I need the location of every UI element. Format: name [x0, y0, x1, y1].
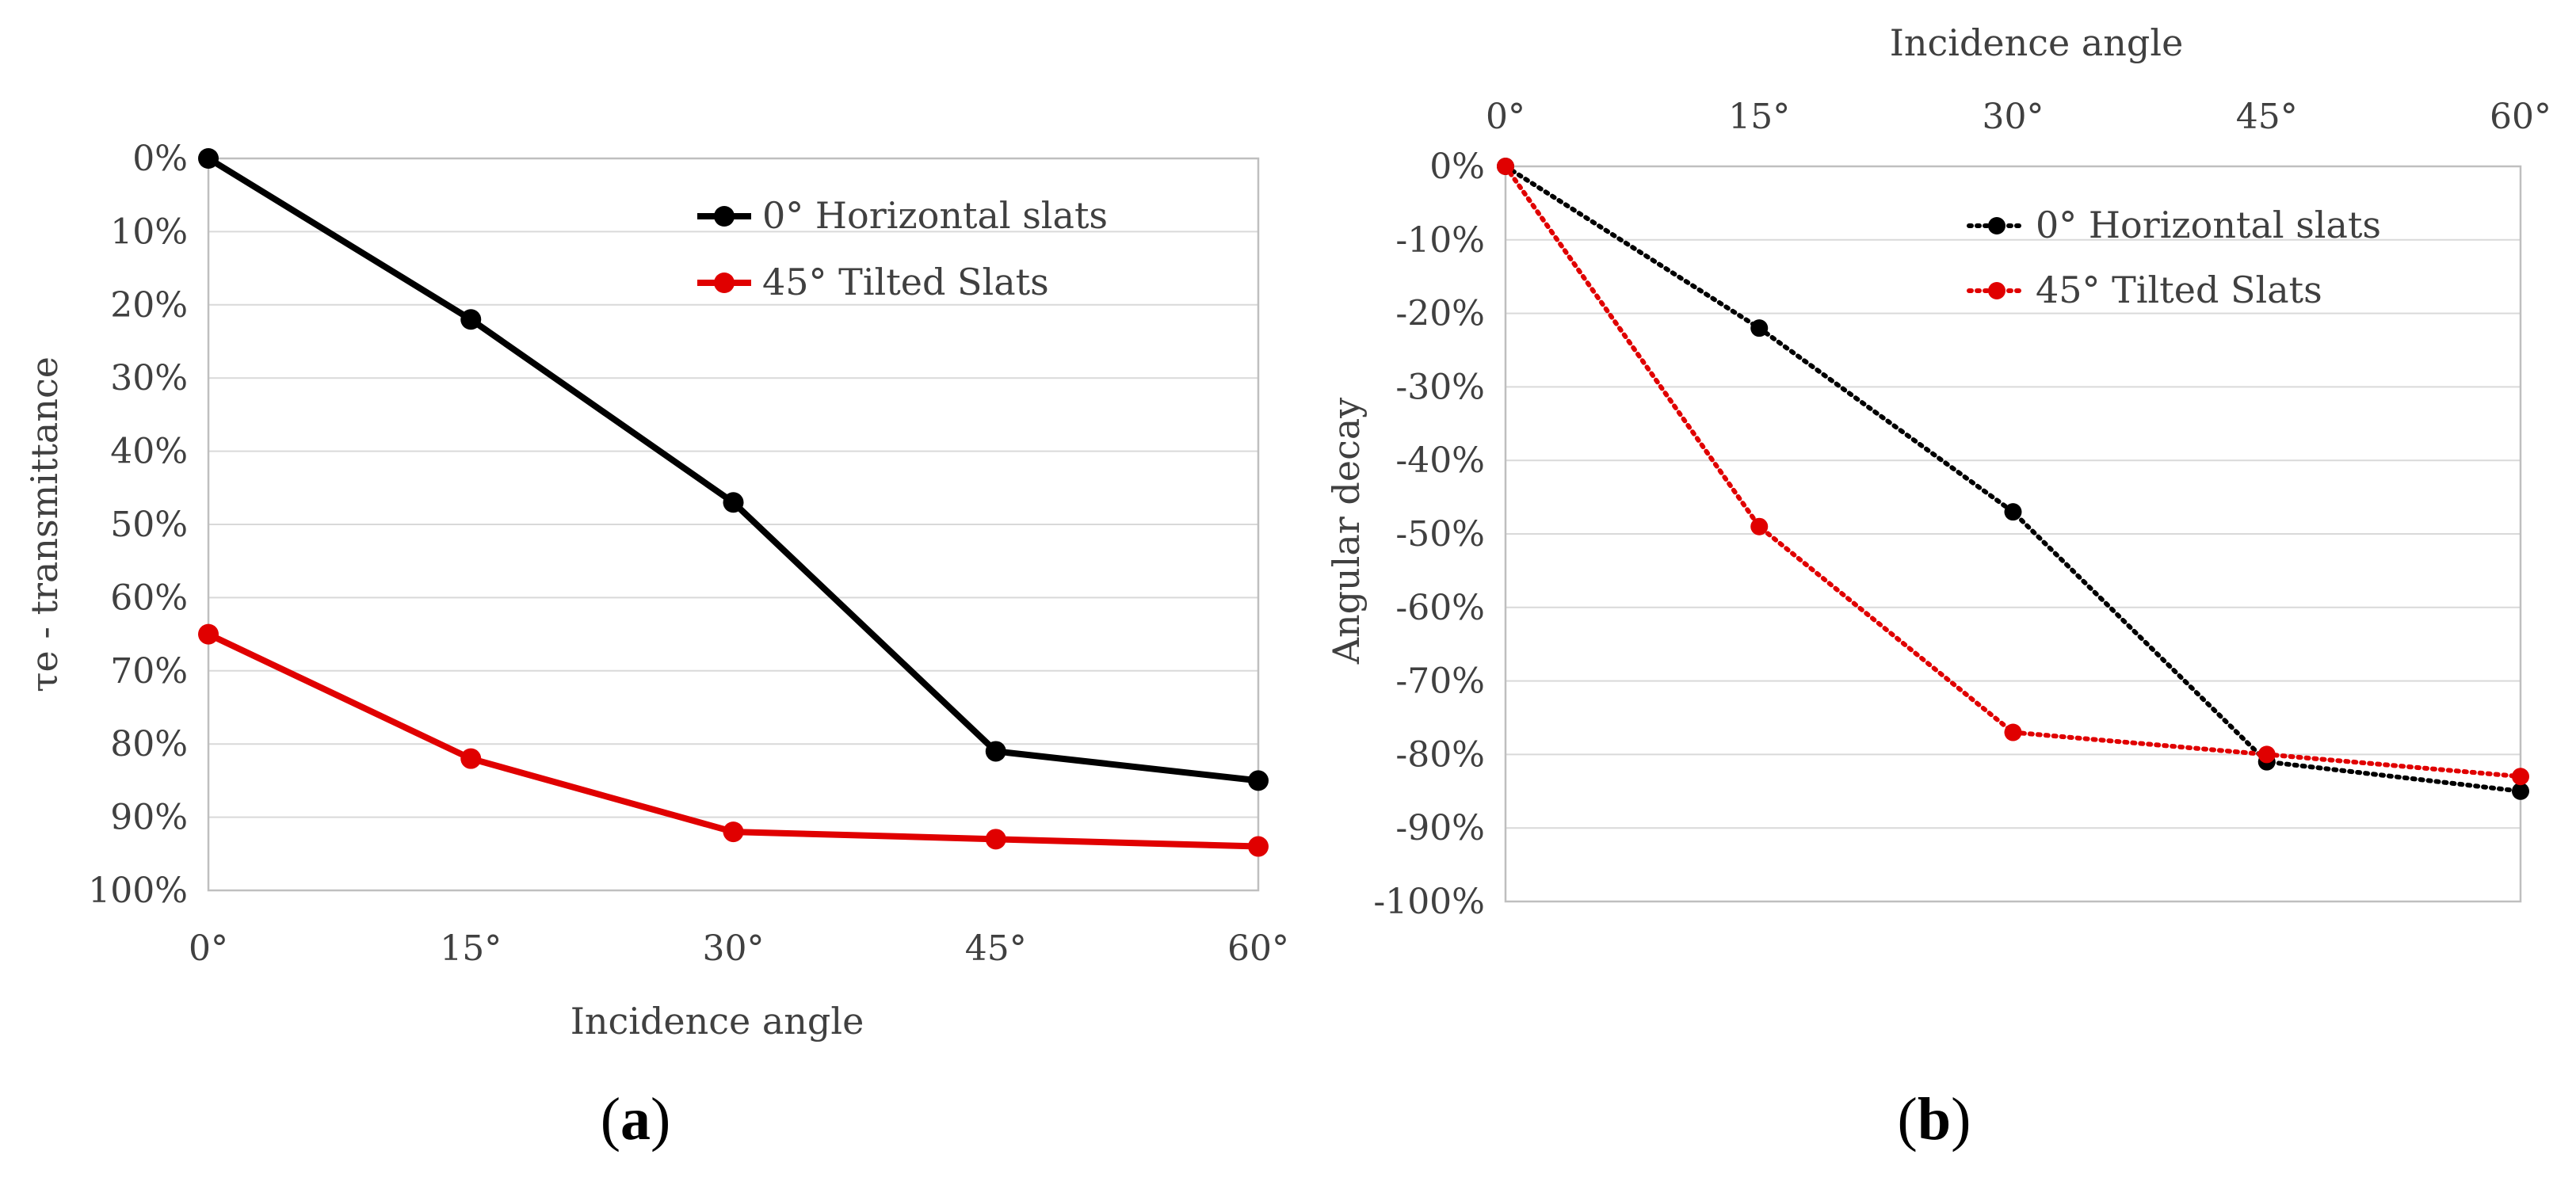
chart-b-y-tick-label: -60% [1395, 588, 1485, 628]
chart-b-x-tick-label: 60° [2490, 97, 2551, 137]
chart-b-series-1-point [1497, 158, 1514, 175]
chart-a-legend-label: 0° Horizontal slats [762, 194, 1108, 237]
chart-a-x-tick-label: 60° [1227, 928, 1288, 969]
chart-b-y-tick-label: -20% [1395, 294, 1485, 334]
chart-a-series-0-point [460, 309, 482, 330]
chart-b-y-tick-label: 0% [1429, 147, 1485, 187]
chart-b-series-1-point [1750, 517, 1769, 536]
chart-b-y-tick-label: -30% [1395, 367, 1485, 407]
chart-a-y-tick-label: 80% [110, 724, 188, 764]
caption-a: (a) [600, 1086, 671, 1153]
chart-a-x-tick-label: 15° [440, 928, 502, 969]
chart-a-x-axis-title: Incidence angle [571, 1000, 864, 1042]
chart-a-series-0-point [198, 148, 219, 169]
chart-a-x-tick-label: 30° [703, 928, 765, 969]
chart-a-y-tick-label: 50% [110, 505, 188, 545]
chart-a-legend-swatch-marker [714, 206, 735, 227]
chart-a-y-tick-label: 40% [110, 432, 188, 472]
chart-a-y-tick-label: 100% [88, 871, 188, 911]
chart-b-legend-swatch-marker [1988, 217, 2005, 234]
chart-b-y-tick-label: -80% [1395, 734, 1485, 775]
caption-b: (b) [1897, 1086, 1971, 1153]
chart-a-series-1-point [1248, 836, 1269, 857]
chart-b-legend-label: 45° Tilted Slats [2036, 269, 2322, 311]
chart-a-series-1-point [460, 748, 482, 769]
chart-a-y-tick-label: 90% [110, 798, 188, 838]
chart-b-series-1-point [2512, 768, 2529, 786]
chart-b-series-0-point [1750, 319, 1769, 337]
chart-b-y-tick-label: -10% [1395, 220, 1485, 261]
chart-b-panel: 0% -10% -20% -30% -40% -50% -60% -70% -80% -90% -1… [1288, 0, 2576, 1193]
chart-a-y-tick-label: 30% [110, 358, 188, 398]
chart-b-y-tick-label: -70% [1395, 661, 1485, 702]
chart-b: 0% -10% -20% -30% -40% -50% -60% -70% -80% -90% -1… [1325, 21, 2551, 922]
chart-b-y-axis-title: Angular decay [1325, 398, 1368, 665]
chart-b-legend-label: 0° Horizontal slats [2036, 204, 2381, 246]
chart-a-y-tick-label: 0% [132, 139, 188, 179]
chart-b-x-tick-label: 15° [1728, 97, 1790, 137]
chart-a-series-1-line [207, 631, 1259, 850]
chart-b-series-0-point [2512, 782, 2529, 800]
chart-a-series-0-point [1248, 770, 1269, 791]
chart-a-series-0-point [723, 492, 744, 513]
chart-b-series-0-point [2004, 503, 2022, 521]
chart-a-plot-border [207, 157, 1260, 892]
chart-a-series-0-point [985, 741, 1006, 762]
chart-b-series-0-line [1503, 164, 2523, 794]
chart-b-y-tick-label: -40% [1395, 440, 1485, 481]
chart-b-x-tick-label: 45° [2236, 97, 2298, 137]
chart-b-y-tick-label: -50% [1395, 514, 1485, 555]
chart-a-x-tick-label: 45° [965, 928, 1027, 969]
chart-a-y-tick-label: 10% [110, 212, 188, 252]
chart-b-x-tick-label: 0° [1486, 97, 1525, 137]
chart-b-x-tick-label: 30° [1983, 97, 2044, 137]
chart-b-y-tick-label: -100% [1373, 882, 1485, 922]
chart-a-series-1-point [198, 623, 219, 645]
chart-b-legend-swatch-marker [1988, 282, 2005, 299]
chart-a-legend-label: 45° Tilted Slats [762, 261, 1049, 303]
chart-b-x-axis-title: Incidence angle [1890, 21, 2184, 64]
chart-a-x-tick-label: 0° [189, 928, 228, 969]
chart-a-legend-swatch-marker [714, 273, 735, 293]
chart-b-series-1-point [2004, 723, 2022, 741]
chart-a-panel: 0% 10% 20% 30% 40% 50% 60% 70% 80% 90% 100% 0° 15° 30… [23, 139, 1288, 1153]
chart-b-plot-border [1504, 165, 2522, 903]
chart-a-series-0-line [206, 155, 1259, 784]
chart-a-y-tick-label: 20% [110, 285, 188, 326]
chart-a-y-tick-label: 60% [110, 577, 188, 618]
chart-b-series-1-point [2257, 745, 2276, 764]
chart-a-y-tick-label: 70% [110, 651, 188, 692]
chart-a-y-axis-title: τe - transmittance [23, 356, 66, 692]
chart-b-y-tick-label: -90% [1395, 808, 1485, 848]
chart-b-series-1-line [1503, 164, 2523, 779]
chart-a: 0% 10% 20% 30% 40% 50% 60% 70% 80% 90% 100%0° 15° 30… [23, 139, 1288, 1042]
chart-a-series-1-point [985, 829, 1006, 850]
chart-a-series-1-point [723, 821, 744, 843]
